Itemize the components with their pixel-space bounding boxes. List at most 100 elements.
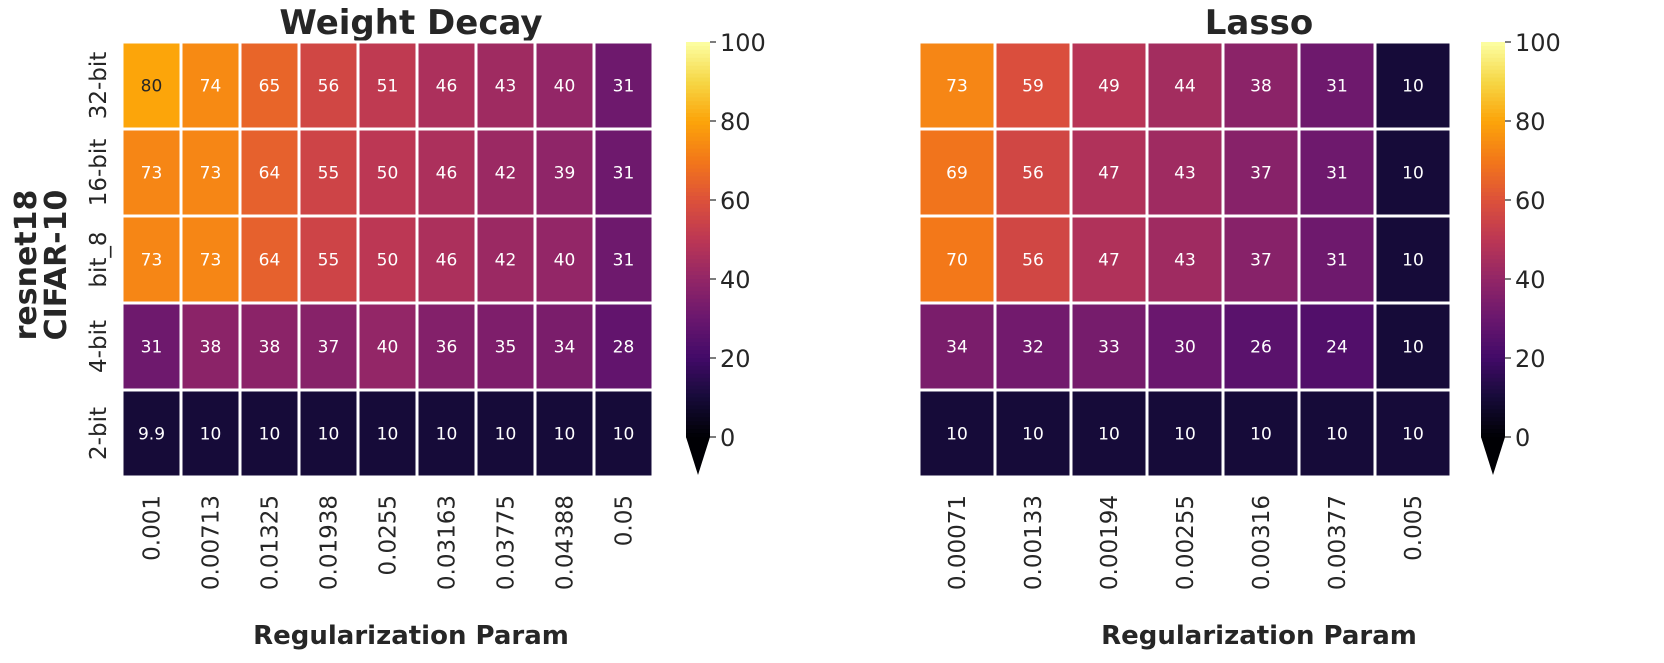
colorbar-segment	[1481, 358, 1505, 363]
colorbar-segment	[686, 405, 710, 410]
colorbar-segment	[686, 373, 710, 379]
colorbar-segment	[686, 358, 710, 363]
colorbar-segment	[1481, 350, 1505, 355]
colorbar-segment	[1481, 405, 1505, 410]
colorbar-segment	[686, 361, 710, 367]
colorbar-segment	[686, 342, 710, 347]
colorbar-segment	[686, 247, 710, 252]
colorbar-segment	[686, 196, 710, 201]
colorbar-segment	[686, 243, 710, 248]
heatmap-cell	[474, 127, 537, 218]
colorbar-segment	[686, 219, 710, 225]
colorbar-segment	[1481, 298, 1505, 304]
x-axis-label: Regularization Param	[253, 621, 569, 651]
cell-value-label: 38	[1250, 77, 1272, 97]
heatmap-cell	[474, 214, 537, 305]
colorbar-segment	[1481, 117, 1505, 122]
colorbar-segment	[686, 338, 710, 343]
colorbar-segment	[686, 425, 710, 430]
x-tick-label: 0.00255	[1173, 495, 1199, 590]
cell-value-label: 64	[259, 251, 281, 271]
colorbar-segment	[1481, 215, 1505, 221]
colorbar-tick-label: 40	[720, 266, 751, 294]
colorbar-segment	[1481, 211, 1505, 217]
colorbar-segment	[686, 417, 710, 422]
colorbar-segment	[686, 180, 710, 185]
heatmap-cell	[917, 388, 997, 479]
heatmap-cell	[1373, 214, 1453, 305]
colorbar-segment	[686, 69, 710, 75]
cell-value-label: 35	[495, 338, 517, 358]
colorbar-segment	[1481, 290, 1505, 296]
heatmap-cell	[120, 127, 183, 218]
x-tick-label: 0.00316	[1249, 495, 1275, 590]
colorbar-segment	[1481, 334, 1505, 339]
cell-value-label: 74	[200, 77, 222, 97]
cell-value-label: 32	[1022, 338, 1044, 358]
colorbar-segment	[1481, 326, 1505, 331]
cell-value-label: 59	[1022, 77, 1044, 97]
colorbar-segment	[1481, 73, 1505, 79]
colorbar-segment	[686, 350, 710, 355]
colorbar-segment	[1481, 219, 1505, 225]
x-tick-label: 0.00377	[1325, 495, 1351, 590]
heatmap-cell	[1221, 40, 1301, 131]
colorbar-segment	[1481, 144, 1505, 150]
heatmap-cell	[1297, 388, 1377, 479]
x-tick-label: 0.00194	[1097, 495, 1123, 590]
side-label-dataset: CIFAR-10	[39, 190, 74, 341]
heatmap-cell	[592, 40, 655, 131]
heatmap-cell	[474, 388, 537, 479]
colorbar-segment	[686, 192, 710, 197]
colorbar-segment	[1481, 57, 1505, 63]
colorbar-segment	[686, 271, 710, 276]
colorbar-segment	[686, 326, 710, 331]
colorbar-segment	[1481, 365, 1505, 371]
colorbar-segment	[686, 105, 710, 110]
colorbar-segment	[686, 235, 710, 241]
colorbar-segment	[686, 121, 710, 126]
colorbar-segment	[686, 330, 710, 335]
colorbar-segment	[686, 251, 710, 256]
colorbar-segment	[1481, 203, 1505, 209]
colorbar-segment	[686, 223, 710, 229]
heatmap-cell	[1297, 301, 1377, 392]
colorbar-segment	[1481, 77, 1505, 83]
colorbar-segment	[1481, 176, 1505, 181]
cell-value-label: 30	[1174, 338, 1196, 358]
cell-value-label: 10	[377, 425, 399, 445]
colorbar-segment	[1481, 373, 1505, 379]
cell-value-label: 37	[1250, 164, 1272, 184]
heatmap-cell	[993, 214, 1073, 305]
cell-value-label: 31	[1326, 77, 1348, 97]
x-tick-label: 0.03775	[494, 495, 520, 590]
heatmap-cell	[592, 388, 655, 479]
heatmap-cell	[356, 214, 419, 305]
heatmap-cell	[238, 127, 301, 218]
heatmap-cell	[238, 40, 301, 131]
colorbar-segment	[1481, 65, 1505, 71]
cell-value-label: 55	[318, 251, 340, 271]
colorbar-segment	[686, 164, 710, 169]
heatmap-cell	[1297, 40, 1377, 131]
colorbar-segment	[1481, 425, 1505, 430]
colorbar-segment	[1481, 160, 1505, 166]
colorbar-segment	[1481, 310, 1505, 316]
colorbar-segment	[1481, 361, 1505, 367]
cell-value-label: 39	[554, 164, 576, 184]
cell-value-label: 10	[554, 425, 576, 445]
colorbar-segment	[1481, 342, 1505, 347]
colorbar-segment	[686, 57, 710, 63]
colorbar-segment	[1481, 263, 1505, 268]
colorbar-segment	[686, 421, 710, 426]
cell-value-label: 49	[1098, 77, 1120, 97]
cell-value-label: 37	[1250, 251, 1272, 271]
x-tick-label: 0.03163	[435, 495, 461, 590]
colorbar-segment	[1481, 81, 1505, 87]
colorbar-segment	[686, 65, 710, 71]
colorbar-segment	[1481, 121, 1505, 126]
cell-value-label: 10	[436, 425, 458, 445]
colorbar-segment	[686, 433, 710, 438]
colorbar-segment	[686, 389, 710, 395]
